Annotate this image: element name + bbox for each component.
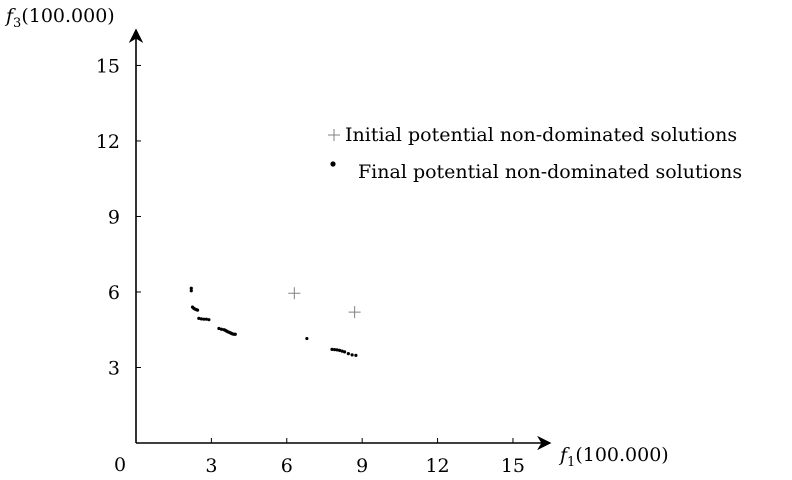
legend-label-final: Final potential non-dominated solutions	[358, 161, 742, 183]
final-solution-point	[342, 350, 347, 354]
final-solution-point	[204, 317, 208, 321]
final-solution-point	[305, 336, 309, 341]
final-solution-point	[207, 318, 211, 322]
y-tick-label: 9	[108, 206, 120, 228]
x-tick-label: 9	[356, 455, 368, 477]
final-solution-point	[330, 347, 334, 351]
final-solution-point	[335, 348, 339, 352]
final-solution-point	[195, 308, 200, 312]
initial-solution-point	[288, 287, 301, 300]
y-axis-label: f3(100.000)	[4, 5, 115, 31]
x-axis-label-sub: 1	[567, 455, 575, 470]
final-solution-point	[350, 353, 354, 357]
x-tick-label: 12	[425, 455, 449, 477]
axes	[128, 28, 552, 451]
legend-item-final: Final potential non-dominated solutions	[330, 161, 742, 183]
y-ticks: 3 6 9 12 15	[96, 55, 141, 379]
legend-dot-marker	[330, 161, 336, 167]
final-solution-point	[199, 317, 203, 321]
legend-plus-marker	[328, 129, 340, 141]
final-solution-point	[332, 348, 337, 352]
final-solution-point	[346, 352, 350, 356]
legend-item-initial: Initial potential non-dominated solution…	[328, 124, 737, 146]
initial-solution-point	[348, 306, 361, 319]
x-ticks: 3 6 9 12 15	[205, 438, 525, 477]
x-tick-label: 15	[501, 455, 525, 477]
final-solution-point	[217, 326, 221, 331]
final-solution-point	[202, 317, 206, 321]
final-solution-point	[189, 289, 193, 293]
legend-label-initial: Initial potential non-dominated solution…	[345, 124, 737, 146]
final-solution-point	[340, 349, 344, 353]
final-solution-point	[233, 332, 237, 336]
final-solution-point	[219, 327, 224, 331]
y-tick-label: 15	[96, 55, 120, 77]
y-tick-label: 3	[108, 357, 120, 379]
plot-points	[189, 286, 361, 358]
final-solution-point	[189, 286, 193, 290]
x-axis-label-main: f	[558, 444, 570, 466]
x-axis-label: f1(100.000)	[558, 444, 669, 470]
legend: Initial potential non-dominated solution…	[328, 124, 742, 183]
y-axis-label-sub: 3	[13, 16, 21, 31]
y-tick-label: 6	[108, 282, 120, 304]
x-tick-label: 3	[205, 455, 217, 477]
y-tick-label: 12	[96, 131, 120, 153]
y-axis-label-main: f	[4, 5, 16, 27]
final-solution-point	[354, 353, 358, 358]
y-axis-label-unit: (100.000)	[21, 5, 114, 27]
final-solution-point	[337, 348, 342, 352]
x-axis-label-unit: (100.000)	[575, 444, 668, 466]
x-tick-label: 6	[281, 455, 293, 477]
final-solution-point	[197, 316, 201, 321]
origin-label: 0	[114, 454, 126, 476]
